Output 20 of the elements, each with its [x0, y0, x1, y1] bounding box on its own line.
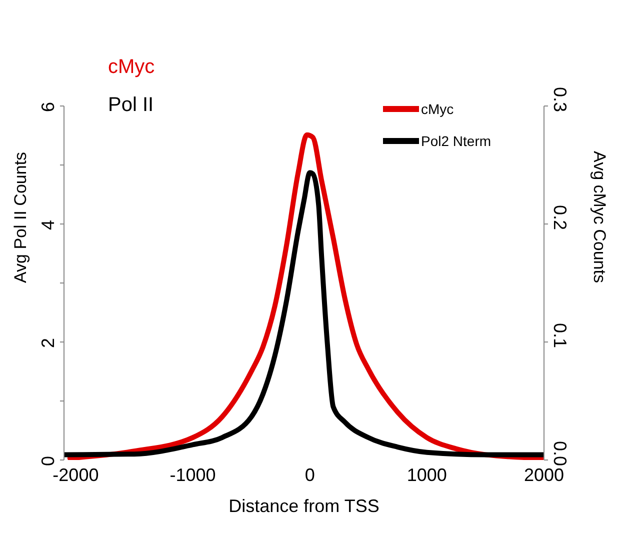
y2-tick-label: 0.2 [550, 204, 570, 230]
y2-tick-label: 0.1 [550, 322, 570, 348]
legend-label: cMyc [421, 100, 454, 119]
y-tick-label: 4 [38, 220, 58, 230]
y-tick-label: 0 [38, 456, 58, 466]
x-tick-label: 0 [304, 464, 315, 485]
x-tick-label: 1000 [406, 464, 447, 485]
y-tick-label: 6 [38, 102, 58, 112]
annotation: Pol II [108, 94, 154, 117]
y-tick-label: 2 [38, 338, 58, 348]
y-axis-title: Avg Pol II Counts [11, 152, 30, 283]
y2-tick-label: 0.3 [550, 86, 570, 112]
x-tick-label: -2000 [52, 464, 99, 485]
x-tick-label: -1000 [170, 464, 216, 485]
text: cMyc [108, 56, 155, 79]
y2-axis-title: Avg cMyc Counts [590, 151, 609, 283]
y2-tick-label: 0.0 [550, 440, 570, 466]
x-tick-label: 2000 [524, 464, 564, 485]
legend-label: Pol2 Nterm [421, 132, 492, 151]
x-axis-title: Distance from TSS [228, 496, 380, 516]
